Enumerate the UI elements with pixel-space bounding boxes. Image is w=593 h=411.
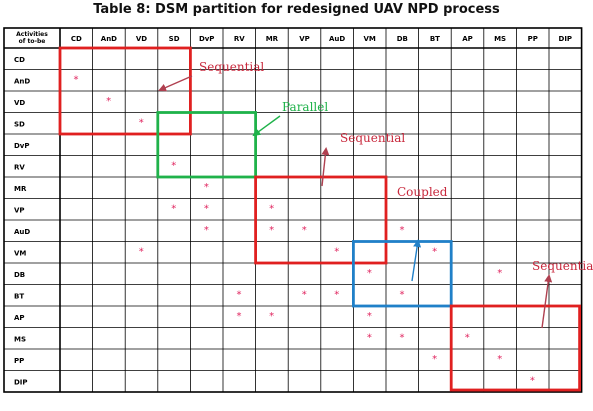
annotation-label-sequential: Sequential — [199, 60, 264, 74]
annotation-arrow — [252, 115, 281, 137]
row-header-rv: RV — [14, 163, 25, 171]
dependency-mark: * — [171, 204, 176, 215]
row-header-mr: MR — [14, 185, 27, 193]
row-header-pp: PP — [14, 357, 24, 365]
corner-label: Activities of to-be — [16, 31, 48, 45]
row-header-db: DB — [14, 271, 25, 279]
partition-block-4 — [351, 240, 453, 308]
dependency-mark: * — [106, 96, 111, 107]
column-header-mr: MR — [266, 35, 279, 43]
dependency-mark: * — [237, 290, 242, 301]
partition-block-1 — [58, 46, 192, 136]
dependency-mark: * — [302, 225, 307, 236]
corner-label-line: of to-be — [19, 38, 46, 45]
column-header-aud: AuD — [329, 35, 345, 43]
row-header-cd: CD — [14, 56, 25, 64]
row-header-and: AnD — [14, 77, 30, 85]
annotation-arrow — [158, 75, 193, 92]
column-header-ms: MS — [494, 35, 506, 43]
dependency-mark: * — [139, 118, 144, 129]
dependency-mark: * — [334, 290, 339, 301]
column-header-dvp: DvP — [199, 35, 215, 43]
partition-block-3 — [254, 175, 388, 265]
column-header-cd: CD — [71, 35, 82, 43]
column-header-vm: VM — [364, 35, 376, 43]
column-header-db: DB — [397, 35, 408, 43]
dependency-mark: * — [269, 225, 274, 236]
dependency-mark: * — [367, 268, 372, 279]
dependency-mark: * — [465, 333, 470, 344]
dependency-mark: * — [400, 225, 405, 236]
annotation-arrow — [411, 239, 422, 282]
dependency-mark: * — [367, 311, 372, 322]
annotation-arrow — [541, 274, 553, 329]
dependency-mark: * — [334, 247, 339, 258]
column-header-vd: VD — [136, 35, 147, 43]
row-header-vm: VM — [14, 249, 26, 257]
dependency-mark: * — [497, 268, 502, 279]
column-header-ap: AP — [462, 35, 473, 43]
row-header-ms: MS — [14, 335, 26, 343]
row-header-aud: AuD — [14, 228, 30, 236]
dependency-mark: * — [367, 333, 372, 344]
dependency-mark: * — [269, 311, 274, 322]
dependency-mark: * — [400, 333, 405, 344]
row-header-dvp: DvP — [14, 142, 30, 150]
partition-block-5 — [449, 304, 582, 392]
matrix-border — [3, 27, 583, 393]
row-header-vp: VP — [14, 206, 25, 214]
column-header-pp: PP — [528, 35, 538, 43]
dependency-mark: * — [171, 161, 176, 172]
annotation-arrow — [321, 147, 330, 187]
column-header-sd: SD — [169, 35, 180, 43]
row-header-ap: AP — [14, 314, 25, 322]
matrix-headers: Activities of to-be CD AnD VD SD DvP RV MR VP AuD V… — [14, 31, 572, 386]
dependency-mark: * — [204, 182, 209, 193]
dependency-mark: * — [432, 354, 437, 365]
corner-label-line: Activities — [16, 31, 48, 38]
partition-block-2 — [156, 111, 258, 179]
dependency-mark: * — [432, 247, 437, 258]
annotation-label-coupled: Coupled — [397, 185, 448, 199]
column-header-bt: BT — [430, 35, 440, 43]
partition-blocks — [58, 46, 582, 392]
table-title: Table 8: DSM partition for redesigned UA… — [93, 2, 500, 17]
column-header-and: AnD — [101, 35, 117, 43]
column-header-vp: VP — [299, 35, 310, 43]
row-header-bt: BT — [14, 292, 24, 300]
row-header-dip: DIP — [14, 378, 28, 386]
dependency-mark: * — [497, 354, 502, 365]
matrix-grid — [3, 27, 583, 393]
row-header-vd: VD — [14, 99, 25, 107]
annotation-label-sequential: Sequential — [532, 259, 593, 273]
column-header-rv: RV — [234, 35, 245, 43]
dependency-mark: * — [302, 290, 307, 301]
dependency-marks: * * * * * * * * * * * * * * * * * * * * * * * * * * * * * * — [74, 75, 535, 387]
dependency-mark: * — [400, 290, 405, 301]
dependency-mark: * — [139, 247, 144, 258]
dependency-mark: * — [237, 311, 242, 322]
dependency-mark: * — [74, 75, 79, 86]
row-header-sd: SD — [14, 120, 25, 128]
annotation-label-sequential: Sequential — [340, 131, 405, 145]
annotation-label-parallel: Parallel — [282, 100, 328, 114]
dependency-mark: * — [530, 376, 535, 387]
column-header-dip: DIP — [559, 35, 573, 43]
block-annotations: Sequential Parallel Sequential Coupled Seque… — [158, 60, 593, 329]
dependency-mark: * — [204, 225, 209, 236]
dependency-mark: * — [269, 204, 274, 215]
dependency-mark: * — [204, 204, 209, 215]
